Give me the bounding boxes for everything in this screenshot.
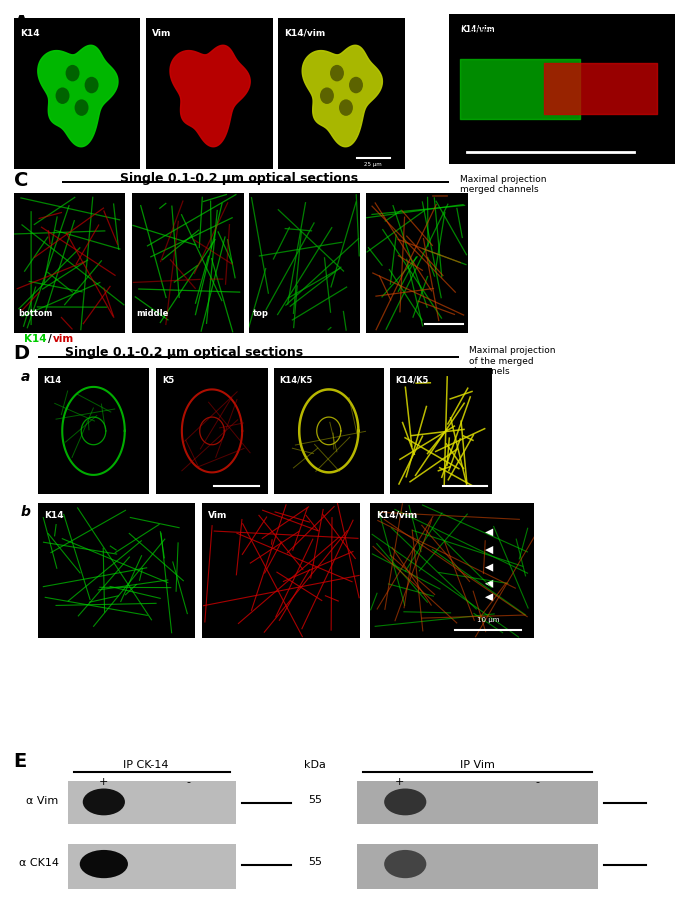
Polygon shape (38, 46, 118, 147)
Text: K14/vim: K14/vim (284, 29, 325, 37)
Text: kDa: kDa (304, 761, 326, 771)
Text: α CK14: α CK14 (18, 858, 59, 868)
Text: K14/K5: K14/K5 (395, 375, 429, 384)
Text: B: B (449, 14, 464, 33)
Text: +: + (99, 777, 108, 787)
Polygon shape (485, 528, 493, 537)
Text: vim: vim (53, 334, 74, 344)
Text: K14: K14 (24, 334, 47, 344)
Polygon shape (485, 579, 493, 588)
Bar (357, 782, 598, 824)
Text: Vim: Vim (208, 511, 227, 520)
Polygon shape (485, 564, 493, 571)
Text: middle: middle (137, 309, 169, 318)
Polygon shape (302, 46, 382, 147)
Polygon shape (485, 593, 493, 601)
Text: K14: K14 (43, 375, 62, 384)
Text: K14/K5: K14/K5 (279, 375, 313, 384)
Ellipse shape (79, 850, 128, 878)
Text: Single 0.1-0.2 μm optical sections: Single 0.1-0.2 μm optical sections (65, 346, 303, 359)
Bar (68, 844, 236, 889)
Text: Maximal projection: Maximal projection (469, 16, 556, 26)
Text: K14: K14 (20, 29, 40, 37)
Text: E: E (14, 752, 27, 771)
Text: bottom: bottom (18, 309, 53, 318)
Polygon shape (485, 546, 493, 554)
Text: IP Vim: IP Vim (460, 761, 495, 771)
Text: /: / (48, 334, 51, 344)
Text: A: A (14, 14, 29, 33)
Text: +: + (395, 777, 404, 787)
Text: 55: 55 (308, 857, 322, 867)
Text: D: D (14, 344, 30, 363)
Text: -: - (186, 777, 190, 787)
Text: C: C (14, 171, 28, 190)
Text: K5: K5 (162, 375, 174, 384)
Circle shape (320, 87, 334, 104)
Text: top: top (253, 309, 269, 318)
Polygon shape (170, 46, 250, 147)
Text: IP CK-14: IP CK-14 (123, 761, 169, 771)
Text: Maximal projection
merged channels: Maximal projection merged channels (460, 175, 547, 194)
Ellipse shape (83, 789, 125, 815)
Circle shape (330, 65, 344, 81)
Circle shape (85, 77, 99, 93)
Text: α Vim: α Vim (27, 796, 59, 806)
Text: a: a (21, 370, 30, 384)
Text: K14/vim: K14/vim (377, 511, 418, 520)
Ellipse shape (384, 850, 426, 878)
Circle shape (339, 99, 353, 116)
Bar (357, 844, 598, 889)
Text: -: - (536, 777, 540, 787)
Circle shape (55, 87, 69, 104)
Text: Vim: Vim (152, 29, 172, 37)
Text: Maximal projection
of the merged
channels: Maximal projection of the merged channel… (469, 346, 556, 376)
Text: Single 0.1-0.2 μm optical sections: Single 0.1-0.2 μm optical sections (120, 172, 358, 185)
Circle shape (66, 65, 79, 81)
Text: 25 μm: 25 μm (364, 161, 382, 167)
Text: 55: 55 (308, 794, 322, 804)
Bar (68, 782, 236, 824)
Text: K14: K14 (44, 511, 64, 520)
Circle shape (349, 77, 363, 93)
Circle shape (75, 99, 88, 116)
Text: K14/vim: K14/vim (460, 25, 495, 33)
Ellipse shape (384, 789, 426, 815)
Text: of transversal sections: of transversal sections (469, 27, 572, 36)
Text: b: b (21, 505, 30, 518)
Text: 10 μm: 10 μm (477, 617, 499, 622)
